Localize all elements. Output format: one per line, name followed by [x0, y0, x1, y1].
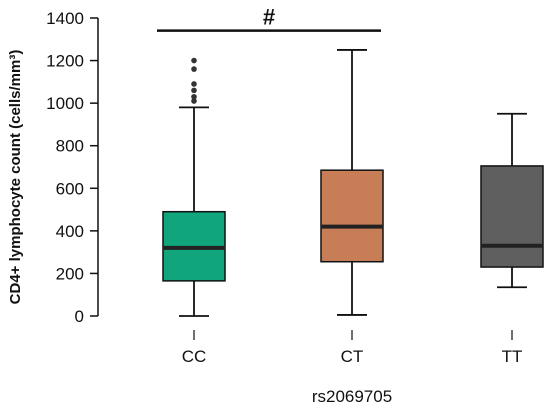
outlier-point: [191, 98, 197, 104]
x-tick-label: CC: [182, 347, 207, 366]
iqr-box: [480, 165, 544, 268]
y-tick-label: 1400: [46, 9, 84, 28]
x-axis: CC CT TT: [182, 330, 523, 366]
y-tick-label: 800: [56, 137, 84, 156]
outlier-point: [191, 81, 197, 87]
significance-label: #: [263, 5, 275, 30]
box-cc: [162, 57, 226, 317]
box-group: [162, 49, 544, 317]
y-tick-label: 400: [56, 222, 84, 241]
y-tick-label: 1000: [46, 94, 84, 113]
y-tick-label: 200: [56, 264, 84, 283]
y-axis-title: CD4+ lymphocyte count (cells/mm³): [7, 50, 24, 305]
outlier-point: [191, 57, 197, 64]
y-tick-label: 600: [56, 179, 84, 198]
outlier-point: [191, 93, 197, 100]
outlier-point: [191, 66, 197, 72]
x-tick-label: CT: [341, 347, 364, 366]
box-ct: [320, 49, 384, 316]
x-axis-title: rs2069705: [312, 387, 392, 406]
box-tt: [480, 112, 544, 289]
x-tick-label: TT: [502, 347, 523, 366]
y-tick-label: 0: [75, 307, 84, 326]
y-axis: 0 200 400 600 800 1000 1200 1400: [46, 9, 99, 326]
iqr-box: [320, 169, 384, 263]
y-tick-label: 1200: [46, 52, 84, 71]
outlier-point: [191, 87, 197, 94]
annotations: #: [157, 5, 381, 32]
